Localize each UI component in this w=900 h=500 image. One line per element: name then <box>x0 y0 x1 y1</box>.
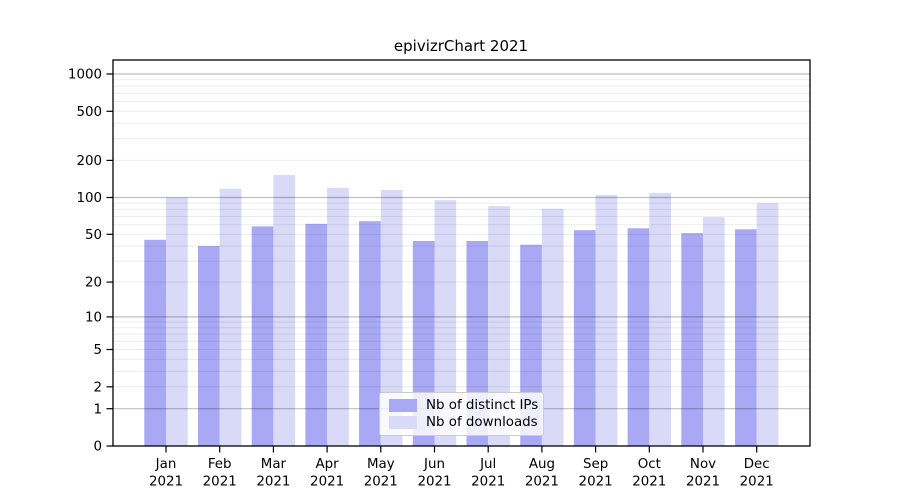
bar <box>327 187 349 447</box>
bar <box>380 190 403 446</box>
x-tick-label-year: 2021 <box>579 475 613 490</box>
bar <box>198 246 220 446</box>
y-tick-label: 20 <box>85 276 102 291</box>
bar <box>251 226 274 446</box>
y-tick-label: 100 <box>76 191 102 206</box>
x-tick-label-month: Aug <box>529 457 555 472</box>
bar <box>488 206 510 446</box>
bar <box>434 200 457 446</box>
legend-swatch-downloads <box>389 416 417 429</box>
x-tick-label-month: Dec <box>744 457 770 472</box>
y-tick-label: 1 <box>93 402 102 417</box>
x-tick-label-year: 2021 <box>740 475 774 490</box>
x-tick-label-month: Sep <box>583 457 608 472</box>
x-axis-ticks: Jan 2021 Feb 2021 Mar 2021 Apr 2021 May 2021 Jun 20… <box>149 446 774 490</box>
chart-title: epivizrChart 2021 <box>394 37 528 55</box>
bar <box>649 192 671 446</box>
bar <box>219 188 242 446</box>
bar <box>305 223 328 446</box>
x-tick-label-year: 2021 <box>632 475 666 490</box>
legend-swatch-distinct-ips <box>389 399 417 412</box>
y-tick-label: 200 <box>76 154 102 169</box>
y-tick-label: 0 <box>93 440 102 455</box>
x-tick-label-year: 2021 <box>525 475 559 490</box>
x-tick-label-year: 2021 <box>364 475 398 490</box>
legend-label-distinct-ips: Nb of distinct IPs <box>426 398 539 413</box>
bar <box>627 228 650 446</box>
x-tick-label-month: Mar <box>261 457 287 472</box>
bar <box>273 175 296 446</box>
y-tick-label: 500 <box>76 105 102 120</box>
gridlines <box>113 73 810 410</box>
x-tick-label-month: Nov <box>690 457 716 472</box>
legend: Nb of distinct IPs Nb of downloads <box>379 392 544 436</box>
x-tick-label-year: 2021 <box>203 475 237 490</box>
bar <box>595 194 618 446</box>
bar <box>703 217 725 446</box>
x-tick-label-month: Jul <box>479 457 496 472</box>
x-tick-label-year: 2021 <box>686 475 720 490</box>
legend-item-distinct-ips: Nb of distinct IPs <box>389 397 538 414</box>
bar <box>681 233 703 446</box>
bar <box>359 221 381 446</box>
bar <box>541 208 564 446</box>
y-tick-label: 50 <box>85 228 102 243</box>
legend-label-downloads: Nb of downloads <box>426 415 538 430</box>
bar <box>756 203 779 446</box>
x-tick-label-month: Jun <box>423 457 445 472</box>
plot-frame <box>112 59 811 447</box>
bar <box>166 197 188 446</box>
x-tick-label-month: Oct <box>638 457 661 472</box>
y-tick-label: 10 <box>85 310 102 325</box>
x-tick-label-year: 2021 <box>310 475 344 490</box>
x-tick-label-year: 2021 <box>256 475 290 490</box>
legend-item-downloads: Nb of downloads <box>389 414 538 431</box>
x-tick-label-year: 2021 <box>471 475 505 490</box>
y-tick-label: 2 <box>93 380 102 395</box>
x-tick-label-month: May <box>367 457 395 472</box>
x-tick-label-month: Apr <box>316 457 340 472</box>
bar <box>735 229 757 446</box>
bar <box>144 239 166 446</box>
x-tick-label-year: 2021 <box>417 475 451 490</box>
x-tick-label-month: Feb <box>208 457 232 472</box>
x-tick-label-month: Jan <box>155 457 177 472</box>
y-tick-label: 5 <box>93 343 102 358</box>
y-axis-ticks: 0 1 2 5 10 20 50 100 200 500 1000 <box>68 68 113 455</box>
bar <box>573 230 596 446</box>
y-tick-label: 1000 <box>68 68 102 83</box>
x-tick-label-year: 2021 <box>149 475 183 490</box>
